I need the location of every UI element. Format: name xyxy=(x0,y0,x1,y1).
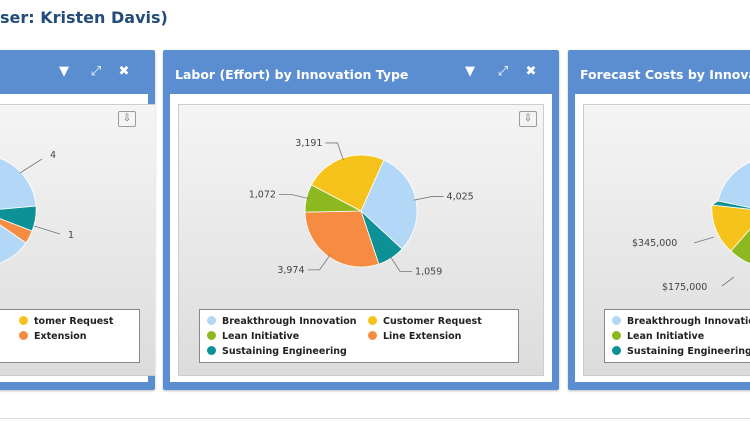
pie-chart: 4,025 1,059 3,974 1,072 3,191 xyxy=(249,138,474,278)
label-connector xyxy=(413,196,444,201)
panel-labor-effort: Labor (Effort) by Innovation Type ▼ ⤢ ✖ … xyxy=(163,50,559,390)
data-label: 1,072 xyxy=(249,189,276,200)
data-label: 1 xyxy=(68,230,74,241)
legend-label: Customer Request xyxy=(383,316,482,327)
chart-svg: 4 1 xyxy=(0,150,74,264)
pie-icon xyxy=(612,346,621,355)
panel-header: ▼ ⤢ ✖ xyxy=(0,50,155,94)
legend-label: Breakthrough Innovatio xyxy=(627,316,750,327)
pie-icon xyxy=(207,346,216,355)
legend-item-breakthrough-innovation[interactable]: Breakthrough Innovatio xyxy=(612,316,750,327)
panel-body: ⇩ 4,025 1,059 3,974 1,072 3,191 Breakthrough… xyxy=(170,94,552,382)
data-label: 3,974 xyxy=(277,265,304,276)
pie-slice xyxy=(730,228,750,264)
download-icon[interactable]: ⇩ xyxy=(519,111,537,127)
label-connector xyxy=(307,254,331,271)
legend-item-customer-request[interactable]: tomer Request xyxy=(19,316,113,327)
legend-label: Lean Initiative xyxy=(222,331,300,342)
panel-title: Labor (Effort) by Innovation Type xyxy=(175,67,409,82)
legend-label: Line Extension xyxy=(383,331,462,342)
chevron-down-icon[interactable]: ▼ xyxy=(465,64,475,79)
legend-label: Sustaining Engineering xyxy=(222,346,347,357)
chart-area: ⇩ 4,025 1,059 3,974 1,072 3,191 Breakthrough… xyxy=(178,104,544,376)
data-label: $175,000 xyxy=(662,282,707,293)
close-icon[interactable]: ✖ xyxy=(118,64,130,79)
data-label: 4 xyxy=(50,150,56,161)
legend-item-line-extension[interactable]: Line Extension xyxy=(368,331,461,342)
legend-item-line-extension[interactable]: Extension xyxy=(19,331,87,342)
divider xyxy=(0,418,750,419)
pie-icon xyxy=(207,316,216,325)
pie-slice xyxy=(710,200,750,210)
page-title: ser: Kristen Davis) xyxy=(0,8,168,27)
legend-item-customer-request[interactable]: Customer Request xyxy=(368,316,482,327)
chart-legend: tomer Request Extension xyxy=(0,309,140,363)
chevron-down-icon[interactable]: ▼ xyxy=(59,64,69,79)
panel-header: Forecast Costs by Innovati xyxy=(568,50,750,94)
legend-label: Sustaining Engineering xyxy=(627,346,750,357)
close-icon[interactable]: ✖ xyxy=(525,64,537,79)
pie-icon xyxy=(368,316,377,325)
legend-item-lean-initiative[interactable]: Lean Initiative xyxy=(612,331,704,342)
pie-slice xyxy=(711,204,750,252)
expand-icon[interactable]: ⤢ xyxy=(497,64,509,79)
label-connector xyxy=(325,142,344,161)
panel-header: Labor (Effort) by Innovation Type ▼ ⤢ ✖ xyxy=(163,50,559,94)
data-label: 3,191 xyxy=(295,138,322,149)
pie-icon xyxy=(19,331,28,340)
data-label: 4,025 xyxy=(447,192,474,203)
chart-area: ⇩ 4 1 tomer Request Extension xyxy=(0,104,155,376)
legend-label: Lean Initiative xyxy=(627,331,705,342)
pie-icon xyxy=(612,316,621,325)
chart-legend: Breakthrough Innovation Customer Request… xyxy=(199,309,519,363)
chart-svg: $345,000 $175,000 xyxy=(632,161,750,293)
panel-title: Forecast Costs by Innovati xyxy=(580,67,750,82)
panel-body: ⇩ 4 1 tomer Request Extension xyxy=(0,94,155,382)
label-connector xyxy=(389,256,413,272)
download-icon[interactable]: ⇩ xyxy=(118,111,136,127)
legend-item-sustaining-engineering[interactable]: Sustaining Engineering xyxy=(612,346,750,357)
legend-item-lean-initiative[interactable]: Lean Initiative xyxy=(207,331,299,342)
pie-slice xyxy=(0,158,37,264)
chart-area: $345,000 $175,000 Breakthrough Innovatio… xyxy=(583,104,750,376)
legend-label: Extension xyxy=(34,331,87,342)
panel-forecast-costs: Forecast Costs by Innovati $345,000 $175… xyxy=(568,50,750,390)
label-connector xyxy=(278,193,309,199)
pie-icon xyxy=(207,331,216,340)
data-label: $345,000 xyxy=(632,238,677,249)
panel-left: ▼ ⤢ ✖ ⇩ 4 1 tomer Request xyxy=(0,50,155,390)
legend-item-breakthrough-innovation[interactable]: Breakthrough Innovation xyxy=(207,316,357,327)
pie-icon xyxy=(19,316,28,325)
legend-label: Breakthrough Innovation xyxy=(222,316,357,327)
data-label: 1,059 xyxy=(415,266,442,277)
pie-slice xyxy=(717,161,750,209)
panel-body: $345,000 $175,000 Breakthrough Innovatio… xyxy=(575,94,750,382)
legend-item-sustaining-engineering[interactable]: Sustaining Engineering xyxy=(207,346,347,357)
expand-icon[interactable]: ⤢ xyxy=(90,64,102,79)
legend-label: tomer Request xyxy=(34,316,114,327)
pie-icon xyxy=(368,331,377,340)
chart-legend: Breakthrough Innovatio Lean Initiative S… xyxy=(604,309,750,363)
pie-icon xyxy=(612,331,621,340)
